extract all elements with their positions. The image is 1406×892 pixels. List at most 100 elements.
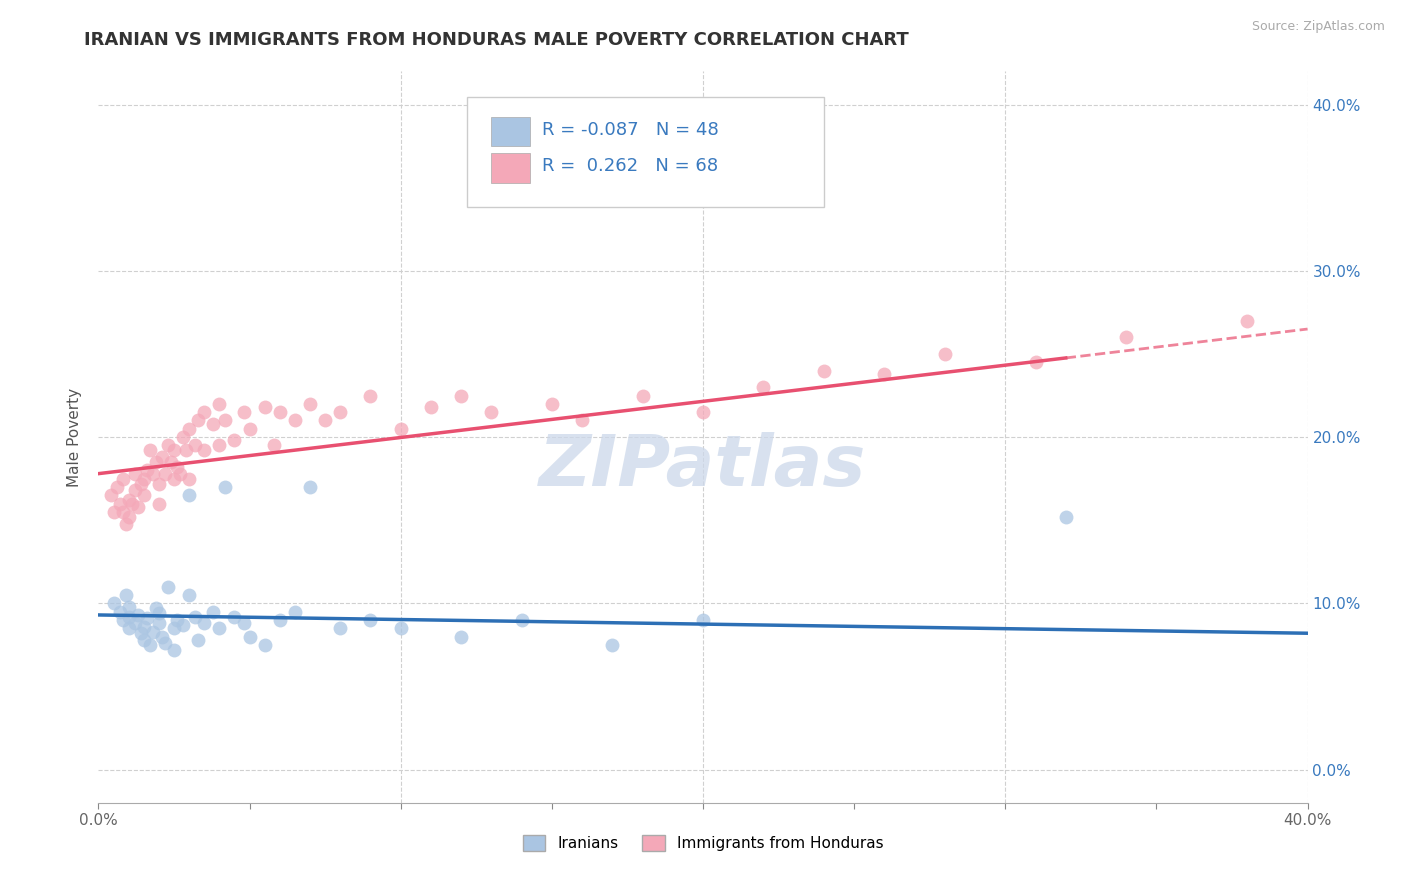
- Point: [208, 438, 231, 452]
- Point: [105, 480, 128, 494]
- Point: [132, 632, 155, 647]
- Point: [253, 638, 276, 652]
- Point: [156, 438, 179, 452]
- Point: [269, 613, 291, 627]
- Point: [163, 621, 186, 635]
- Point: [150, 630, 173, 644]
- Point: [284, 413, 307, 427]
- Point: [132, 619, 155, 633]
- Point: [160, 455, 183, 469]
- Point: [481, 405, 503, 419]
- Point: [118, 609, 141, 624]
- Point: [631, 388, 654, 402]
- Legend: Iranians, Immigrants from Honduras: Iranians, Immigrants from Honduras: [516, 830, 890, 857]
- Point: [360, 613, 382, 627]
- Point: [208, 397, 231, 411]
- Point: [132, 472, 155, 486]
- Point: [166, 460, 188, 475]
- Point: [111, 613, 134, 627]
- Point: [108, 497, 131, 511]
- Point: [450, 630, 472, 644]
- Point: [299, 480, 322, 494]
- Text: Source: ZipAtlas.com: Source: ZipAtlas.com: [1251, 20, 1385, 33]
- Point: [193, 443, 215, 458]
- Point: [389, 621, 412, 635]
- Point: [184, 609, 207, 624]
- Point: [360, 388, 382, 402]
- Point: [1024, 355, 1046, 369]
- Point: [139, 638, 162, 652]
- Text: ZIPatlas: ZIPatlas: [540, 432, 866, 500]
- Point: [752, 380, 775, 394]
- Point: [114, 588, 136, 602]
- Point: [263, 438, 285, 452]
- Text: R = -0.087   N = 48: R = -0.087 N = 48: [543, 121, 718, 139]
- Point: [142, 467, 165, 481]
- Point: [187, 413, 209, 427]
- Point: [124, 483, 146, 498]
- Point: [145, 455, 167, 469]
- Point: [148, 607, 170, 621]
- Point: [111, 505, 134, 519]
- Point: [214, 413, 236, 427]
- Point: [193, 616, 215, 631]
- Point: [111, 472, 134, 486]
- Point: [145, 601, 167, 615]
- Point: [118, 509, 141, 524]
- Point: [314, 413, 336, 427]
- Point: [420, 400, 443, 414]
- Point: [202, 605, 225, 619]
- Point: [114, 516, 136, 531]
- Point: [121, 497, 143, 511]
- Point: [934, 347, 956, 361]
- Y-axis label: Male Poverty: Male Poverty: [67, 387, 83, 487]
- Point: [187, 632, 209, 647]
- Point: [208, 621, 231, 635]
- Text: IRANIAN VS IMMIGRANTS FROM HONDURAS MALE POVERTY CORRELATION CHART: IRANIAN VS IMMIGRANTS FROM HONDURAS MALE…: [84, 31, 910, 49]
- Point: [139, 443, 162, 458]
- Point: [571, 413, 593, 427]
- Point: [692, 613, 714, 627]
- Point: [389, 422, 412, 436]
- Point: [813, 363, 835, 377]
- Bar: [492, 153, 530, 183]
- Point: [232, 616, 254, 631]
- Point: [127, 607, 149, 622]
- Point: [284, 605, 307, 619]
- Point: [179, 488, 201, 502]
- Point: [873, 367, 896, 381]
- Point: [172, 430, 194, 444]
- Point: [135, 463, 157, 477]
- Point: [124, 467, 146, 481]
- Point: [108, 605, 131, 619]
- Point: [179, 588, 201, 602]
- Point: [142, 624, 165, 639]
- Point: [156, 580, 179, 594]
- Point: [166, 613, 188, 627]
- Point: [153, 636, 176, 650]
- FancyBboxPatch shape: [467, 97, 824, 207]
- Point: [103, 596, 125, 610]
- Point: [129, 626, 152, 640]
- Point: [150, 450, 173, 464]
- Point: [172, 618, 194, 632]
- Point: [1054, 509, 1077, 524]
- Point: [163, 472, 186, 486]
- Point: [253, 400, 276, 414]
- Point: [148, 497, 170, 511]
- Point: [540, 397, 562, 411]
- Point: [148, 616, 170, 631]
- Point: [124, 616, 146, 631]
- Point: [299, 397, 322, 411]
- Point: [169, 467, 191, 481]
- Point: [269, 405, 291, 419]
- Point: [100, 488, 122, 502]
- Point: [232, 405, 254, 419]
- Point: [329, 405, 352, 419]
- Point: [224, 609, 246, 624]
- Point: [132, 488, 155, 502]
- Point: [129, 476, 152, 491]
- Point: [450, 388, 472, 402]
- Point: [1115, 330, 1137, 344]
- Point: [179, 472, 201, 486]
